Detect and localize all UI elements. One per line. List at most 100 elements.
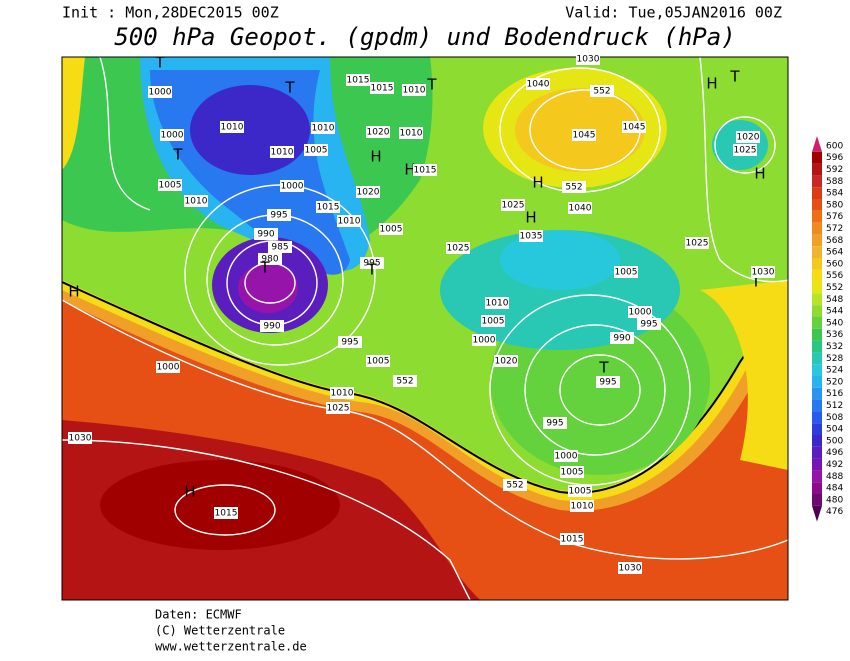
isobar-label-bg [304,144,328,156]
isobar-label: 1010 [271,148,294,158]
legend-swatch [812,234,822,247]
isobar-label-bg [330,387,354,399]
legend-label: 512 [826,401,843,411]
legend-swatch [812,411,822,424]
legend-label: 572 [826,224,843,234]
isobar-label-bg [258,253,282,265]
legend-label: 588 [826,177,843,187]
isobar-label-bg [562,181,586,193]
legend-label: 592 [826,165,843,175]
legend-label: 536 [826,330,843,340]
legend-swatch [812,458,822,471]
pressure-center: T [259,259,270,277]
pressure-center: T [366,261,377,279]
isobar-label-bg [570,500,594,512]
pressure-center: H [532,174,543,192]
isobar-label: 552 [565,183,582,193]
isobar-label: 1005 [159,181,182,191]
isobar-label: 1005 [305,146,328,156]
isobar-label-bg [268,241,292,253]
isobar-label-bg [501,199,525,211]
isobar-label-bg [610,332,634,344]
isobar-label-bg [446,242,470,254]
isobar-label-bg [519,230,543,242]
isobar-label-bg [413,164,437,176]
isobar-label-bg [481,315,505,327]
isobar-label: 552 [506,481,523,491]
pressure-center: H [525,209,536,227]
legend-label: 484 [826,484,843,494]
isobar-label: 1030 [577,55,600,65]
isobar-label-bg [346,74,370,86]
isobar-label: 1015 [414,166,437,176]
pressure-center: T [598,359,609,377]
isobar-label: 1020 [737,133,760,143]
legend-label: 564 [826,248,843,258]
isobar-label: 1010 [185,197,208,207]
isobar-label: 1005 [367,357,390,367]
legend-swatch [812,470,822,483]
legend-swatch [812,423,822,435]
map-title: 500 hPa Geopot. (gpdm) und Bodendruck (h… [114,23,735,51]
isobar-label: 1020 [495,357,518,367]
isobar-label: 1000 [157,363,180,373]
footer-data: Daten: ECMWF [155,608,242,622]
legend-swatch [812,163,822,176]
isobar-label: 1010 [400,129,423,139]
legend-label: 504 [826,425,843,435]
legend-swatch [812,293,822,306]
valid-time: Valid: Tue,05JAN2016 00Z [565,4,782,22]
isobar-label-bg [554,450,578,462]
map-frame [61,56,789,601]
legend-swatch [812,364,822,376]
isobar-label: 1000 [281,182,304,192]
isobar-label: 1005 [561,468,584,478]
legend-swatch [812,387,822,400]
isobar-label-bg [568,485,592,497]
isobar-label: 980 [261,255,278,265]
legend-swatch [812,210,822,223]
isobar-label: 995 [341,338,358,348]
pressure-center: T [426,76,437,94]
legend-label: 584 [826,189,843,199]
legend-swatch [812,352,822,365]
isobar-label: 1020 [357,188,380,198]
pressure-center: H [404,161,415,179]
isobar-label-bg [311,122,335,134]
isobar-label: 1045 [623,123,646,133]
pressure-center: H [370,148,381,166]
isobar-label: 1040 [569,204,592,214]
isobar-label-bg [572,129,596,141]
isobar-label-bg [494,355,518,367]
isobar-label: 1015 [371,84,394,94]
isobar-label: 1000 [149,88,172,98]
isobar-label-bg [184,195,208,207]
legend-label: 496 [826,448,843,458]
legend-swatch [812,340,822,353]
legend-swatch [812,246,822,258]
legend-swatch [812,305,822,317]
isobar-label: 1040 [527,80,550,90]
legend-swatch [812,281,822,294]
legend-label: 528 [826,354,843,364]
isobar-label: 1005 [482,317,505,327]
isobar-label-bg [402,84,426,96]
isobar-label-bg [622,121,646,133]
legend-label: 516 [826,389,843,399]
isobar-label: 1015 [561,535,584,545]
isobar-label: 1000 [555,452,578,462]
isobar-label: 552 [593,87,610,97]
isobar-label: 995 [363,259,380,269]
pressure-center: H [184,483,195,501]
isobar-label-bg [337,215,361,227]
isobar-label: 1000 [161,131,184,141]
isobar-label: 990 [263,322,280,332]
isobar-label: 1025 [686,239,709,249]
isobar-label-bg [254,228,278,240]
legend-label: 524 [826,366,843,376]
legend-label: 476 [826,507,843,517]
isobar-label: 1025 [327,404,350,414]
pressure-center: H [68,283,79,301]
isobar-label-bg [733,144,757,156]
